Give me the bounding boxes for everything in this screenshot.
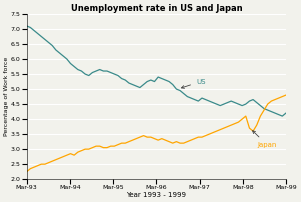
Text: US: US bbox=[182, 79, 205, 88]
Text: Japan: Japan bbox=[253, 131, 277, 148]
X-axis label: Year 1993 - 1999: Year 1993 - 1999 bbox=[126, 192, 186, 198]
Title: Unemployment rate in US and Japan: Unemployment rate in US and Japan bbox=[70, 4, 242, 13]
Y-axis label: Percentage of Work force: Percentage of Work force bbox=[4, 57, 9, 136]
